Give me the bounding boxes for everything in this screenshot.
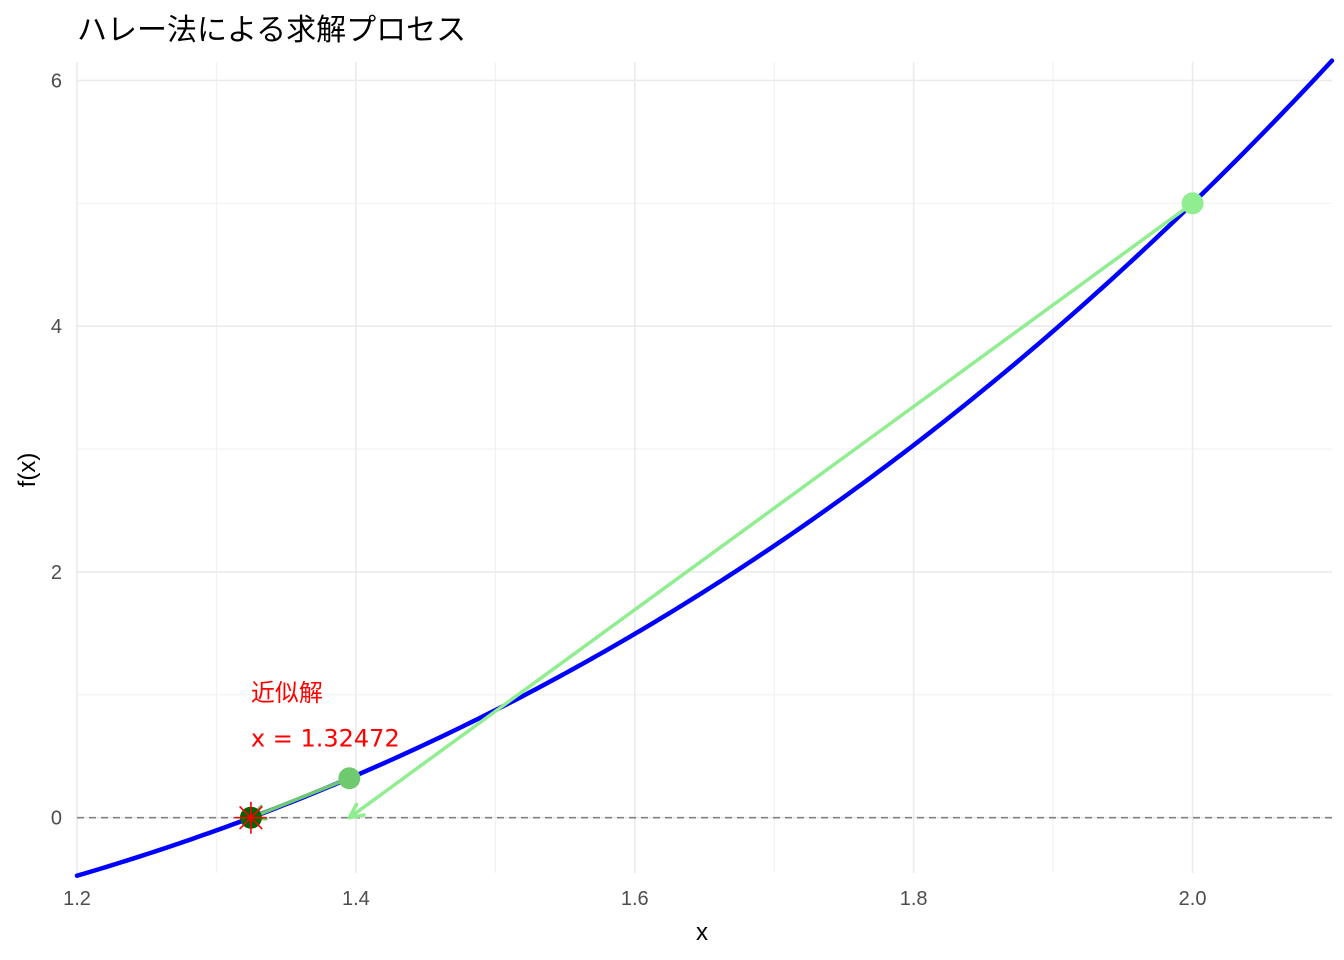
function-curve bbox=[74, 58, 1335, 878]
y-tick-label: 2 bbox=[51, 562, 62, 584]
solution-marker bbox=[234, 801, 267, 834]
solution-marker-ray bbox=[239, 805, 263, 830]
chart-title: ハレー法による求解プロセス bbox=[77, 13, 466, 48]
x-axis-ticks: 1.2 1.4 1.6 1.8 2.0 bbox=[63, 888, 1206, 910]
iteration-point bbox=[1181, 192, 1204, 215]
x-axis-title: x bbox=[696, 919, 708, 946]
step-arrowhead bbox=[347, 802, 366, 820]
grid-minor bbox=[77, 62, 1332, 873]
step-line bbox=[249, 776, 352, 820]
x-tick-label: 1.2 bbox=[63, 888, 91, 910]
x-tick-label: 1.8 bbox=[900, 888, 928, 910]
y-axis-ticks: 0 2 4 6 bbox=[51, 70, 62, 829]
x-tick-label: 2.0 bbox=[1179, 888, 1207, 910]
annotation-label: 近似解 bbox=[251, 679, 323, 707]
annotation-value: x = 1.32472 bbox=[251, 724, 400, 752]
step-line bbox=[347, 201, 1195, 820]
x-tick-label: 1.4 bbox=[342, 888, 370, 910]
iteration-point bbox=[338, 767, 361, 790]
x-tick-label: 1.6 bbox=[621, 888, 649, 910]
y-tick-label: 4 bbox=[51, 316, 62, 338]
y-tick-label: 0 bbox=[51, 808, 62, 830]
y-tick-label: 6 bbox=[51, 70, 62, 92]
y-axis-title: f(x) bbox=[14, 453, 41, 488]
